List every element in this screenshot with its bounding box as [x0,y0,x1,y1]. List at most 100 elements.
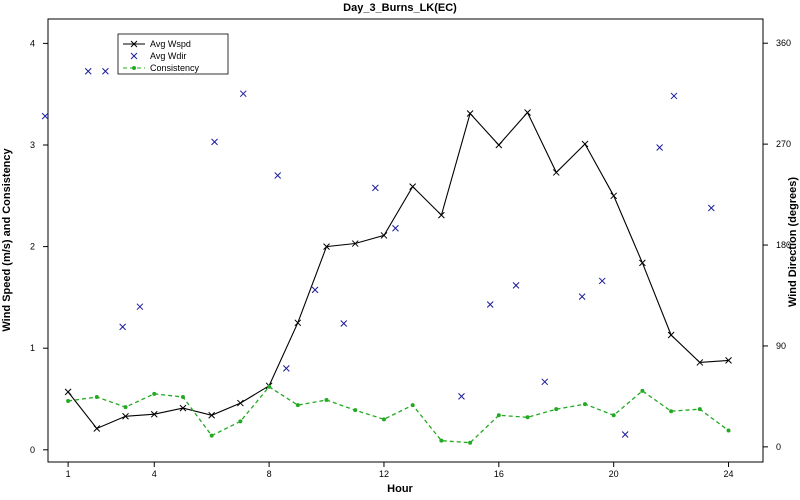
data-point [119,323,127,331]
data-point-stroke-b [282,365,290,372]
data-point-stroke-b [239,90,247,98]
data-point-stroke-b [581,140,589,148]
data-point [725,357,732,364]
plot-area [47,18,764,463]
data-point [152,391,157,396]
data-point-stroke-b [102,67,109,75]
data-point [93,425,101,432]
legend-marker-stroke-b [130,40,138,48]
data-point [238,419,243,424]
data-point [697,407,702,412]
y-tick-label: 1 [30,343,35,353]
legend-marker-stroke-b [130,52,138,60]
data-point [524,109,531,116]
data-point [707,204,715,212]
y-tick-label: 0 [30,445,35,455]
data-point-stroke-b [119,323,127,331]
data-point [552,169,560,176]
data-point [438,211,445,219]
data-point-stroke-b [667,331,675,339]
data-point-stroke-b [598,277,606,285]
data-point-stroke-b [541,378,549,386]
data-point [122,412,129,420]
data-point [496,413,501,418]
data-point [468,440,473,445]
data-point [392,224,399,232]
data-point [581,140,589,148]
data-point [179,404,187,412]
chart-marks [41,67,732,445]
x-axis: 1 4 8 12 16 20 24 [66,462,734,479]
data-point-stroke-b [670,92,678,100]
data-point [410,403,415,408]
data-point [150,410,158,418]
data-point [239,90,247,98]
data-point-stroke-b [237,399,244,407]
x-tick-label: 24 [724,469,734,479]
data-point [380,232,388,239]
data-point [324,398,329,403]
x-axis-title: Hour [387,483,413,495]
data-point [351,240,359,247]
data-point [267,384,272,389]
data-point-stroke-b [639,259,646,267]
y2-tick-label: 270 [776,139,791,149]
data-point [541,378,549,386]
data-point-stroke-b [512,282,520,289]
data-point-stroke-b [707,204,715,212]
data-point-stroke-b [136,303,144,311]
data-point [381,417,386,422]
y-tick-label: 2 [30,242,35,252]
data-point-stroke-b [211,138,218,146]
data-point-stroke-b [179,404,187,412]
data-point-stroke-b [578,293,586,300]
data-point [208,411,216,419]
data-point-stroke-b [323,243,330,250]
data-point [294,319,302,327]
data-point-stroke-b [392,224,399,232]
data-point [211,138,218,146]
data-point [274,172,282,179]
data-point [610,192,618,200]
data-point [582,402,587,407]
chart-title: Day_3_Burns_LK(EC) [343,2,457,14]
data-point-stroke-b [340,320,348,327]
data-point-stroke-b [438,211,445,219]
data-point [554,407,559,412]
data-point [670,92,678,100]
data-point [495,141,503,149]
y2-axis-title: Wind Direction (degrees) [787,177,799,307]
data-point-stroke-b [486,301,494,308]
data-point-stroke-b [621,431,629,438]
legend-marker [130,40,138,48]
data-point [696,359,704,366]
data-point-stroke-b [41,112,49,120]
data-point-stroke-b [294,319,302,327]
data-point [667,331,675,339]
data-point [323,243,330,250]
y-axis-title: Wind Speed (m/s) and Consistency [1,147,13,331]
data-point-stroke-b [122,412,129,420]
data-point [136,303,144,311]
data-point [180,394,185,399]
y2-tick-label: 0 [776,442,781,452]
series-line [68,385,729,444]
data-point-stroke-b [458,393,465,400]
x-tick-label: 4 [152,469,157,479]
y-tick-label: 4 [30,38,35,48]
legend: Avg Wspd Avg Wdir Consistency [117,33,229,75]
y2-tick-label: 90 [776,341,786,351]
y2-tick-label: 360 [776,38,791,48]
x-tick-label: 1 [66,469,71,479]
data-point-stroke-b [351,240,359,247]
x-tick-label: 20 [609,469,619,479]
data-point [311,286,319,294]
data-point-stroke-b [552,169,560,176]
data-point [102,67,109,75]
data-point [282,365,290,372]
data-point [353,408,358,413]
legend-marker [132,66,136,70]
data-point-stroke-b [610,192,618,200]
data-point [340,320,348,327]
data-point-stroke-b [311,286,319,294]
